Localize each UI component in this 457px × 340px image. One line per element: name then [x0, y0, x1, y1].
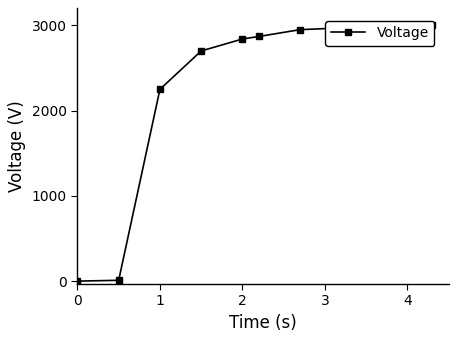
Line: Voltage: Voltage — [74, 22, 436, 285]
Legend: Voltage: Voltage — [325, 21, 434, 46]
Y-axis label: Voltage (V): Voltage (V) — [8, 100, 27, 192]
Voltage — [116, 278, 122, 282]
Voltage — [157, 87, 163, 91]
Voltage — [74, 279, 80, 283]
Voltage — [339, 26, 344, 30]
Voltage — [298, 28, 303, 32]
Voltage — [239, 37, 245, 41]
Voltage — [388, 25, 393, 29]
Voltage — [430, 23, 435, 28]
X-axis label: Time (s): Time (s) — [229, 314, 297, 332]
Voltage — [256, 34, 262, 38]
Voltage — [198, 49, 204, 53]
